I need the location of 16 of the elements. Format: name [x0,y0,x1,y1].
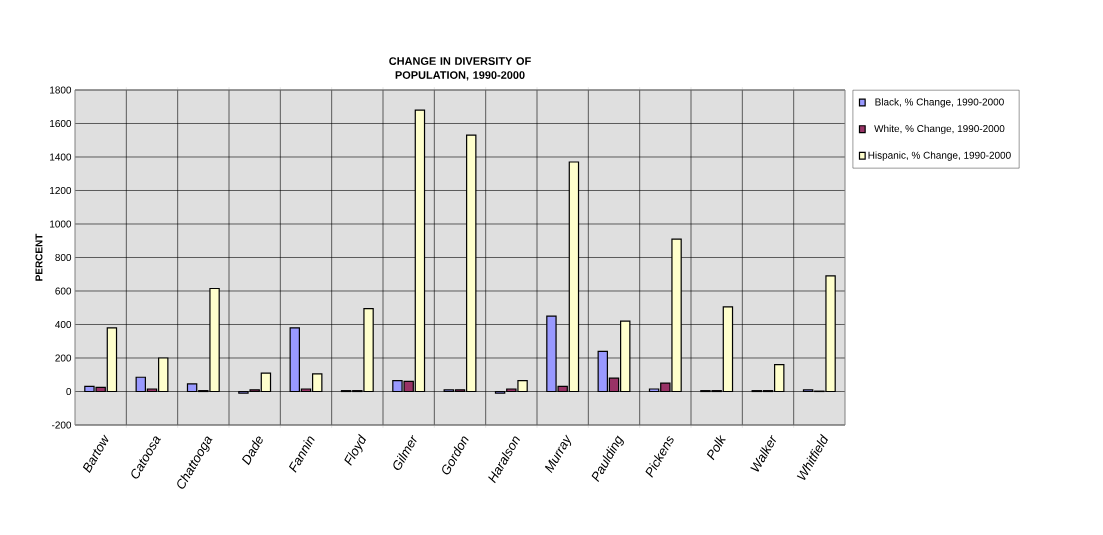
y-tick-label: 400 [55,320,72,329]
legend-label: Black, % Change, 1990-2000 [875,98,1004,108]
y-tick-label: 200 [55,354,72,362]
legend-label: Hispanic, % Change, 1990-2000 [868,151,1011,161]
y-tick-label: 800 [55,253,72,262]
y-axis-title: PERCENT [35,233,43,281]
y-tick-label: 600 [55,287,72,295]
y-tick-label: -200 [51,421,72,429]
legend-label: White, % Change, 1990-2000 [874,124,1005,135]
chart-title: CHANGE IN DIVERSITY OF POPULATION, 1990-2000 [389,57,531,81]
y-tick-label: 1800 [50,86,72,94]
y-tick-label: 1600 [50,119,72,128]
y-tick-label: 1000 [50,220,72,228]
y-tick-label: 1400 [50,153,72,161]
y-tick-label: 1200 [50,186,72,195]
y-tick-label: 0 [66,387,72,396]
